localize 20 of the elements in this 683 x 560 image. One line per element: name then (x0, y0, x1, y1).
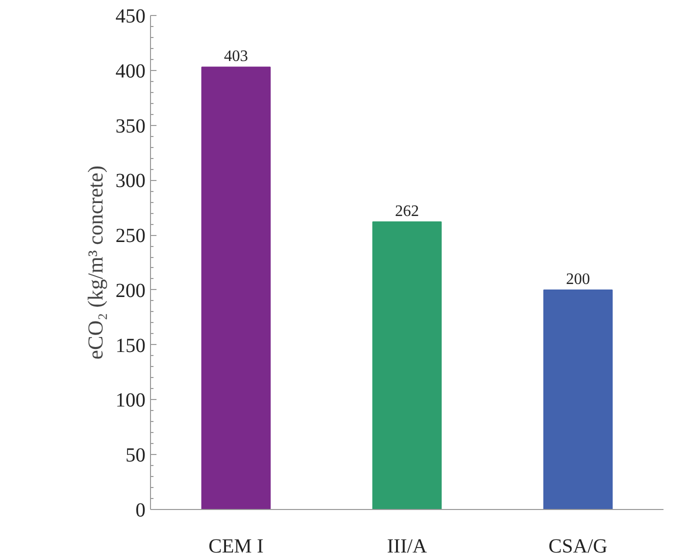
bar (372, 221, 442, 510)
y-tick-label: 450 (116, 6, 146, 28)
y-tick-label: 50 (126, 444, 146, 467)
y-tick-label: 150 (116, 334, 146, 357)
y-tick-label: 350 (116, 115, 146, 138)
x-tick-label: III/A (387, 536, 428, 558)
y-tick-label: 0 (136, 500, 146, 522)
bar (201, 66, 271, 510)
y-tick-label: 200 (116, 280, 146, 302)
x-tick-label: CSA/G (548, 536, 608, 558)
y-axis-title: eCO₂ (kg/m³ concrete) (84, 166, 108, 360)
data-label: 200 (566, 270, 590, 288)
x-tick-label: CEM I (208, 536, 264, 558)
y-tick-label: 100 (116, 390, 146, 412)
data-label: 262 (395, 202, 419, 220)
y-tick-label: 300 (116, 170, 146, 192)
bar (543, 289, 613, 510)
y-tick-label: 250 (116, 225, 146, 248)
data-label: 403 (224, 48, 248, 66)
y-tick-label: 400 (116, 60, 146, 82)
